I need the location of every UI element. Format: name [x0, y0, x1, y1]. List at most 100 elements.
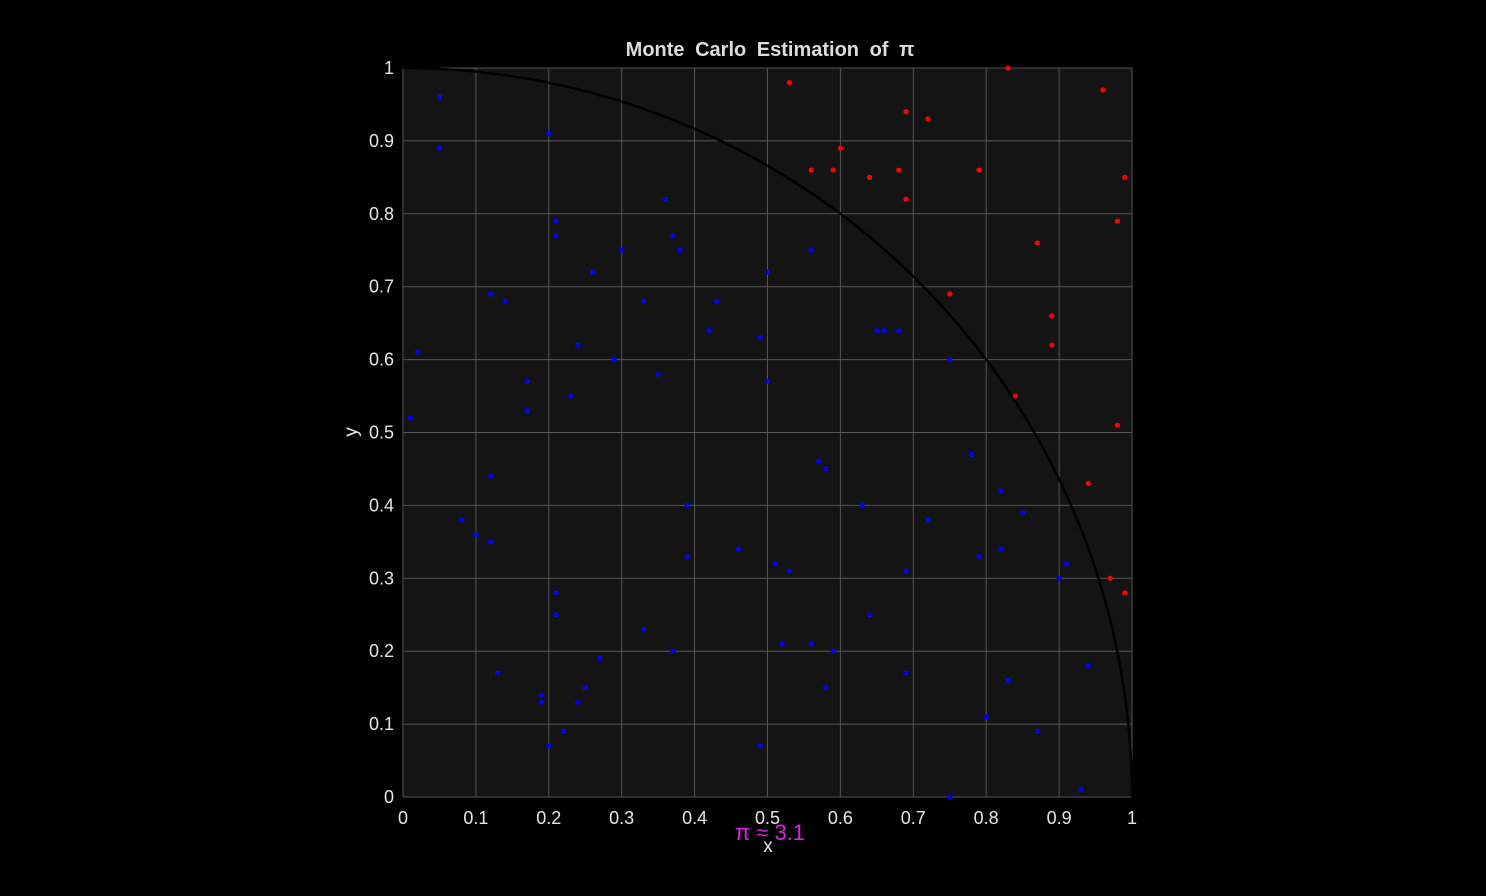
x-tick-label: 0 [398, 808, 408, 828]
inside-point [903, 670, 909, 676]
outside-point [1049, 342, 1055, 348]
x-tick-label: 0.4 [682, 808, 707, 828]
inside-point [560, 728, 566, 734]
inside-point [640, 626, 647, 632]
inside-point [597, 655, 603, 662]
inside-point [436, 145, 443, 151]
inside-point [808, 247, 814, 253]
inside-point [407, 415, 413, 421]
inside-point [655, 371, 661, 377]
x-tick-label: 0.2 [536, 808, 561, 828]
inside-point [779, 641, 785, 647]
inside-point [589, 269, 596, 275]
y-tick-label: 0 [384, 787, 394, 807]
outside-point [1049, 313, 1055, 319]
data-points [407, 65, 1128, 800]
inside-point [582, 685, 588, 691]
outside-point [830, 167, 836, 173]
inside-point [874, 327, 880, 334]
inside-point [881, 327, 887, 334]
outside-point [786, 79, 792, 86]
y-tick-label: 0.4 [369, 495, 394, 515]
inside-point [538, 692, 545, 698]
inside-point [786, 568, 792, 574]
inside-point [947, 357, 953, 363]
outside-point [1122, 590, 1128, 596]
x-tick-label: 0.6 [828, 808, 853, 828]
inside-point [925, 517, 931, 523]
inside-point [764, 269, 771, 275]
y-tick-label: 0.5 [369, 423, 394, 443]
x-tick-label: 0.1 [463, 808, 488, 828]
inside-point [575, 342, 581, 348]
inside-point [1056, 575, 1062, 581]
outside-point [925, 116, 931, 122]
inside-point [538, 699, 545, 705]
y-tick-label: 0.9 [369, 131, 394, 151]
inside-point [553, 612, 559, 618]
inside-point [487, 473, 494, 479]
inside-point [575, 699, 581, 705]
inside-point [1078, 787, 1084, 793]
inside-point [684, 553, 690, 560]
inside-point [473, 531, 479, 538]
inside-point [487, 539, 494, 545]
pi-estimate-annotation: π ≈ 3.1 [735, 820, 805, 845]
quarter-circle-arc [402, 66, 1134, 798]
inside-point [502, 298, 508, 304]
inside-point [553, 218, 559, 224]
outside-point [947, 291, 953, 297]
inside-point [495, 670, 501, 676]
inside-point [436, 94, 443, 100]
outside-point [1085, 480, 1091, 487]
inside-point [706, 327, 712, 334]
inside-point [823, 685, 829, 691]
inside-point [757, 335, 763, 341]
inside-point [823, 466, 829, 472]
inside-point [524, 378, 530, 385]
outside-point [896, 167, 902, 173]
inside-point [546, 131, 552, 137]
inside-point [976, 553, 982, 560]
x-axis-label: x [763, 836, 773, 857]
y-tick-label: 0.3 [369, 568, 394, 588]
inside-point [640, 298, 647, 304]
outside-point [866, 174, 873, 180]
inside-point [1005, 677, 1011, 683]
inside-point [1034, 728, 1040, 734]
y-axis-label: y [341, 427, 362, 437]
outside-point [808, 167, 814, 173]
grid-lines [402, 67, 1133, 798]
inside-point [1020, 510, 1026, 516]
inside-point [670, 233, 676, 239]
inside-point [947, 794, 953, 800]
inside-point [458, 517, 464, 523]
outside-point [1034, 240, 1040, 246]
inside-point [1063, 561, 1069, 567]
inside-point [1085, 663, 1091, 669]
inside-point [414, 349, 421, 355]
inside-point [524, 408, 530, 414]
inside-point [487, 291, 494, 297]
inside-point [896, 327, 902, 334]
inside-point [619, 247, 625, 253]
x-tick-label: 0.7 [901, 808, 926, 828]
x-tick-label: 0.3 [609, 808, 634, 828]
y-tick-label: 0.1 [369, 714, 394, 734]
x-tick-label: 0.5 [755, 808, 780, 828]
inside-point [859, 502, 865, 508]
inside-point [969, 451, 975, 457]
y-tick-labels: 0 0.1 0.2 0.3 0.4 0.5 0.6 0.7 0.8 0.9 1 [369, 58, 394, 807]
x-tick-label: 1 [1127, 808, 1137, 828]
x-tick-label: 0.8 [974, 808, 999, 828]
y-tick-label: 1 [384, 58, 394, 78]
inside-point [772, 561, 778, 567]
outside-point [1114, 422, 1121, 428]
inside-point [808, 641, 814, 647]
outside-point [837, 145, 844, 151]
inside-point [735, 546, 741, 552]
inside-point [830, 648, 836, 654]
outside-point [1107, 575, 1113, 581]
inside-point [684, 502, 690, 508]
